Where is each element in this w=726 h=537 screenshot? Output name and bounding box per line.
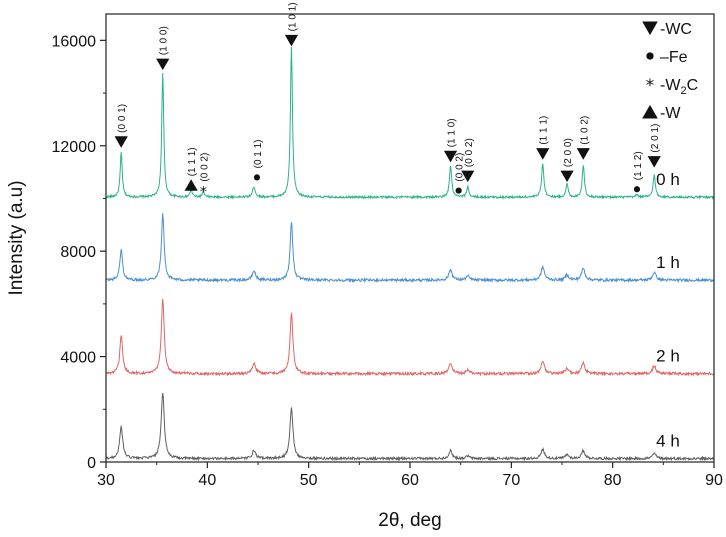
legend-label: –Fe: [660, 49, 688, 66]
x-tick-label: 90: [705, 472, 723, 489]
legend: -WC –Fe * -W2C -W: [642, 21, 698, 122]
series-label: 4 h: [656, 432, 680, 451]
x-tick-label: 50: [300, 472, 318, 489]
peak-hkl-label: (0 0 2): [199, 153, 210, 182]
wc-marker-icon: [576, 148, 590, 160]
w-marker-icon: [184, 179, 198, 191]
peak-annotation: (1 1 1): [184, 147, 198, 191]
w2c-marker-icon: *: [200, 185, 207, 201]
peak-hkl-label: (1 1 0): [447, 118, 458, 147]
y-axis-title: Intensity (a.u): [6, 180, 27, 295]
series-line-2h: [105, 298, 714, 377]
peak-annotation: (1 1 0): [443, 118, 458, 163]
y-tick-label: 8000: [60, 244, 96, 261]
legend-item: -WC: [642, 21, 692, 38]
plot-series-group: [105, 46, 715, 462]
fe-marker-icon: [455, 187, 462, 194]
fe-marker-icon: [633, 186, 641, 193]
series-label: 2 h: [656, 347, 680, 366]
plot-frame: [105, 13, 715, 463]
series-label: 0 h: [656, 170, 680, 189]
peak-annotation: (1 0 1): [284, 2, 299, 47]
peak-annotation: (1 0 0): [156, 26, 170, 71]
peak-hkl-label: (0 0 2): [464, 138, 475, 167]
y-tick-label: 12000: [52, 139, 97, 156]
peak-annotation: (1 1 2): [633, 151, 644, 193]
wc-marker-icon: [461, 170, 475, 183]
legend-item: -W: [642, 104, 681, 122]
peak-annotation: (1 1 1): [536, 116, 550, 160]
peak-annotation: (0 0 1): [114, 104, 128, 148]
x-tick-label: 80: [604, 472, 622, 489]
legend-label: -W2C: [660, 77, 698, 97]
legend-item: * -W2C: [646, 75, 698, 97]
peak-annotations-group: (0 0 1)(1 0 0)(1 1 1)*(0 0 2) (0 1 1)(1 0…: [114, 2, 661, 201]
wc-marker-icon: [647, 156, 661, 168]
wc-marker-icon: [560, 170, 574, 183]
x-axis-title: 2θ, deg: [378, 510, 441, 531]
wc-marker-icon: [443, 150, 458, 163]
w-marker-icon: [642, 104, 658, 119]
series-line-0h: [105, 46, 715, 201]
peak-hkl-label: (1 1 2): [633, 151, 644, 180]
wc-marker-icon: [114, 136, 128, 148]
series-line-1h: [105, 213, 715, 284]
peak-annotation: (2 0 0): [560, 138, 574, 183]
y-tick-label: 16000: [52, 33, 97, 50]
peak-hkl-label: (0 0 2): [455, 153, 466, 182]
peak-hkl-label: (1 0 2): [579, 116, 590, 145]
y-tick-label: 4000: [60, 350, 96, 367]
y-tick-label: 0: [87, 455, 96, 472]
legend-label: -WC: [660, 21, 692, 38]
x-axis: 30 40 50 60 70 80 90: [97, 462, 723, 489]
peak-annotation: (0 0 2): [461, 138, 475, 183]
peak-annotation: (0 1 1): [253, 139, 264, 181]
series-label: 1 h: [656, 253, 680, 272]
w2c-marker-icon: *: [646, 75, 654, 95]
legend-item: –Fe: [646, 49, 688, 66]
peak-annotation: (1 0 2): [576, 116, 590, 160]
fe-marker-icon: [646, 52, 654, 60]
series-line-4h: [105, 392, 715, 462]
peak-hkl-label: (2 0 0): [563, 138, 574, 167]
legend-suffix: C: [687, 77, 699, 94]
peak-annotation: * (0 0 2): [199, 153, 210, 201]
x-tick-label: 60: [401, 472, 419, 489]
peak-annotation: (2 0 1): [647, 124, 661, 168]
legend-subscript: 2: [680, 85, 686, 97]
peak-hkl-label: (0 0 1): [117, 104, 128, 133]
x-tick-label: 40: [198, 472, 216, 489]
peak-annotation: (0 0 2): [455, 153, 466, 194]
wc-marker-icon: [536, 148, 550, 160]
x-tick-label: 30: [97, 472, 115, 489]
peak-hkl-label: (0 1 1): [253, 139, 264, 168]
legend-label: -W: [660, 105, 681, 122]
wc-marker-icon: [284, 34, 299, 47]
peak-hkl-label: (1 1 1): [539, 116, 550, 145]
fe-marker-icon: [253, 174, 261, 181]
x-tick-label: 70: [502, 472, 520, 489]
wc-marker-icon: [642, 21, 658, 36]
peak-hkl-label: (1 1 1): [187, 147, 198, 176]
wc-marker-icon: [156, 58, 170, 71]
y-axis: 0 4000 8000 12000 16000: [52, 33, 106, 472]
peak-hkl-label: (2 0 1): [650, 124, 661, 153]
peak-hkl-label: (1 0 0): [159, 26, 170, 55]
peak-hkl-label: (1 0 1): [287, 2, 298, 31]
series-labels-group: 0 h 1 h 2 h 4 h: [656, 170, 680, 450]
